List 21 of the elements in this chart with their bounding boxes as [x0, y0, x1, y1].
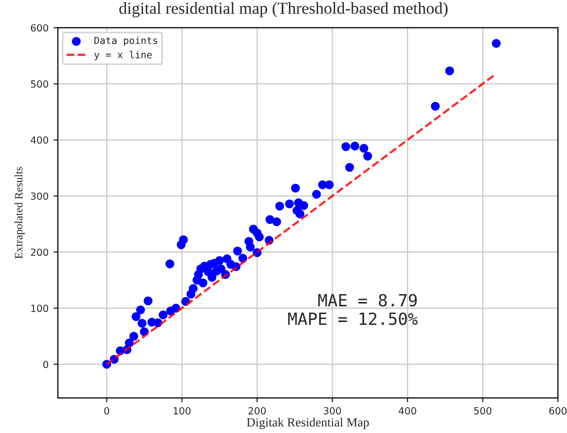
x-tick-label: 0 [104, 407, 110, 414]
y-tick-label: 400 [30, 136, 48, 144]
y-tick-label: 100 [31, 304, 48, 312]
y-tick-label: 200 [30, 248, 48, 256]
x-tick-label: 300 [324, 407, 341, 414]
x-tick-label: 100 [174, 407, 191, 414]
annotation: MAE = 8.79 [318, 294, 417, 307]
x-tick-label: 200 [248, 407, 266, 414]
x-axis-title: Digitak Residential Map [246, 418, 369, 430]
x-tick-label: 500 [474, 407, 492, 414]
y-tick-label: 0 [43, 360, 48, 368]
y-axis-title: Extrapolated Results [14, 167, 25, 259]
legend-label: y = x line [94, 50, 152, 60]
x-tick-label: 400 [398, 407, 416, 414]
y-tick-label: 600 [30, 24, 48, 32]
y-tick-label: 500 [31, 80, 48, 88]
annotation: MAPE = 12.50% [288, 312, 418, 326]
x-tick-label: 600 [549, 407, 567, 414]
legend-label: Data points [94, 36, 158, 46]
y-tick-label: 300 [30, 192, 48, 200]
chart-title: digital residential map (Threshold-based method) [119, 2, 448, 18]
